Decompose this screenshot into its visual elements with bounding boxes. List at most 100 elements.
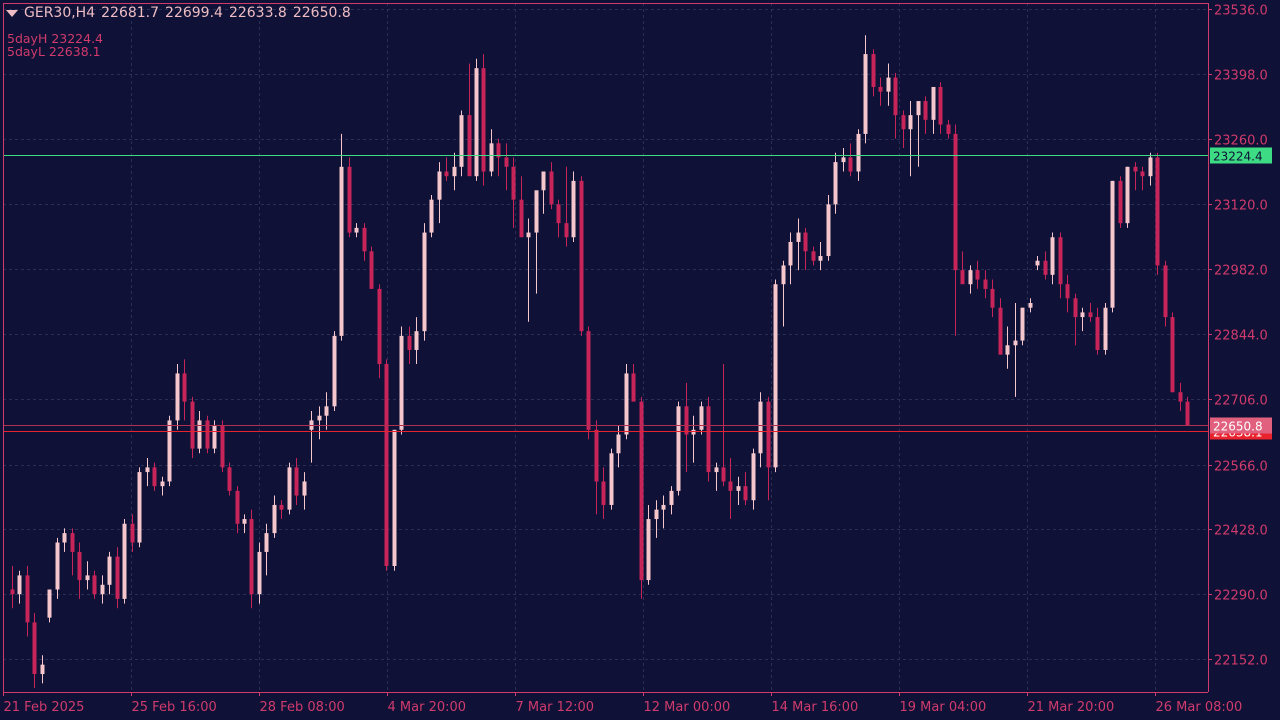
candle [594, 420, 599, 515]
candle-body [863, 54, 868, 134]
candle [1140, 166, 1145, 191]
candle [773, 279, 778, 473]
candle-body [122, 523, 127, 599]
y-tick-label: 23536.0 [1214, 4, 1268, 19]
candle [47, 589, 52, 623]
candle [714, 462, 719, 491]
candle [1028, 298, 1033, 313]
candle-body [1020, 307, 1025, 341]
candle-body [856, 133, 861, 172]
candle-body [40, 664, 45, 675]
x-tick-label: 25 Feb 16:00 [132, 700, 217, 715]
ohlc-close: 22650.8 [292, 5, 351, 21]
candle [1155, 152, 1160, 275]
candle [601, 467, 606, 520]
ohlc-open: 22681.7 [101, 5, 160, 21]
candle-body [302, 481, 307, 496]
candle [886, 63, 891, 106]
candle [1095, 307, 1100, 355]
candle [960, 251, 965, 285]
candle-body [818, 256, 823, 261]
dropdown-triangle-icon[interactable] [6, 9, 18, 17]
candle-body [631, 373, 636, 402]
candle-body [594, 429, 599, 482]
candle-body [317, 415, 322, 421]
candle-body [197, 420, 202, 449]
candle [182, 359, 187, 421]
candle-body [990, 288, 995, 308]
candle [369, 246, 374, 289]
candle [175, 364, 180, 430]
candle-body [264, 533, 269, 552]
candle-body [826, 204, 831, 257]
candle [249, 509, 254, 609]
level-label-5dayH: 23224.4 [1213, 150, 1263, 164]
candle [639, 396, 644, 599]
candle-body [1148, 157, 1153, 177]
candle [669, 486, 674, 515]
candle-body [766, 401, 771, 468]
candle [354, 223, 359, 238]
candle [586, 326, 591, 440]
candle [467, 63, 472, 177]
candle-body [459, 115, 464, 167]
candle-body [62, 533, 67, 543]
candle [429, 194, 434, 238]
candle [556, 199, 561, 238]
candle-body [1125, 166, 1130, 224]
candle [743, 472, 748, 505]
candle-body [654, 509, 659, 520]
candle-body [1088, 312, 1093, 318]
candle [616, 425, 621, 468]
candle-body [908, 115, 913, 130]
candle-body [639, 401, 644, 581]
candle-body [803, 232, 808, 252]
candle [541, 171, 546, 214]
candle [392, 429, 397, 571]
candle [699, 401, 704, 435]
candle-body [848, 157, 853, 172]
candle-body [47, 589, 52, 618]
candle-body [1095, 317, 1100, 350]
candle-body [736, 486, 741, 491]
candle [571, 171, 576, 242]
candle [70, 528, 75, 576]
candle [302, 472, 307, 510]
candle [564, 166, 569, 247]
y-tick-label: 22844.0 [1214, 329, 1268, 344]
candle-body [691, 429, 696, 435]
candle-body [1103, 307, 1108, 350]
y-tick-label: 22290.0 [1214, 589, 1268, 604]
candle [646, 504, 651, 585]
candle-body [931, 86, 936, 120]
x-tick-label: 12 Mar 00:00 [644, 700, 731, 715]
candle [1080, 307, 1085, 332]
candle [287, 462, 292, 515]
candle-body [481, 68, 486, 172]
candle-body [70, 533, 75, 552]
candle [1125, 166, 1130, 228]
candle [481, 54, 486, 186]
candle [257, 542, 262, 604]
candle-body [579, 180, 584, 332]
candle [384, 359, 389, 571]
candle-body [781, 265, 786, 285]
candle-body [975, 270, 980, 280]
candle [474, 58, 479, 181]
x-tick-label: 19 Mar 04:00 [900, 700, 987, 715]
candle [946, 119, 951, 139]
candle [901, 110, 906, 149]
candle-body [175, 373, 180, 421]
candle [107, 551, 112, 595]
candle [339, 133, 344, 341]
candle-body [362, 227, 367, 252]
candle [781, 260, 786, 327]
grid [3, 3, 1208, 692]
candle-body [901, 115, 906, 130]
candle [205, 415, 210, 454]
candle-body [249, 519, 254, 595]
candle [197, 411, 202, 454]
candle [1005, 326, 1010, 369]
